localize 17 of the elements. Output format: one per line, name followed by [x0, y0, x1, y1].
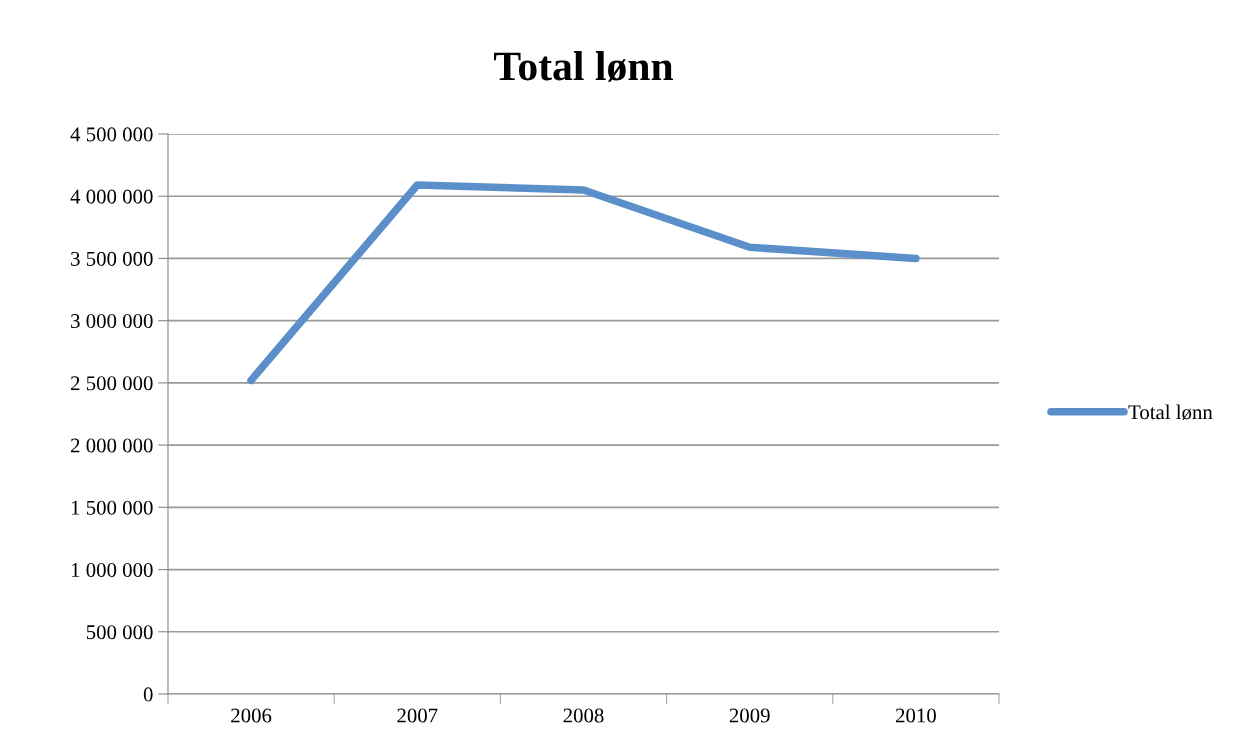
- chart-title: Total lønn: [494, 51, 674, 82]
- y-tick-label: 0: [143, 687, 153, 702]
- x-tick-label: 2009: [729, 708, 770, 723]
- x-tick-label: 2006: [231, 708, 272, 723]
- y-tick-label: 2 500 000: [71, 376, 153, 391]
- x-tick-label: 2008: [563, 708, 604, 723]
- y-tick-label: 3 500 000: [71, 251, 153, 266]
- legend-label: Total lønn: [1128, 404, 1213, 420]
- y-tick-label: 1 500 000: [71, 500, 153, 515]
- x-tick-label: 2010: [895, 708, 936, 723]
- y-tick-label: 4 500 000: [70, 127, 153, 142]
- y-tick-label: 1 000 000: [71, 562, 153, 577]
- x-tick-label: 2007: [397, 708, 438, 723]
- y-tick-label: 500 000: [86, 625, 153, 640]
- y-tick-label: 2 000 000: [71, 438, 153, 453]
- y-tick-label: 4 000 000: [70, 189, 153, 204]
- y-tick-label: 3 000 000: [71, 314, 153, 329]
